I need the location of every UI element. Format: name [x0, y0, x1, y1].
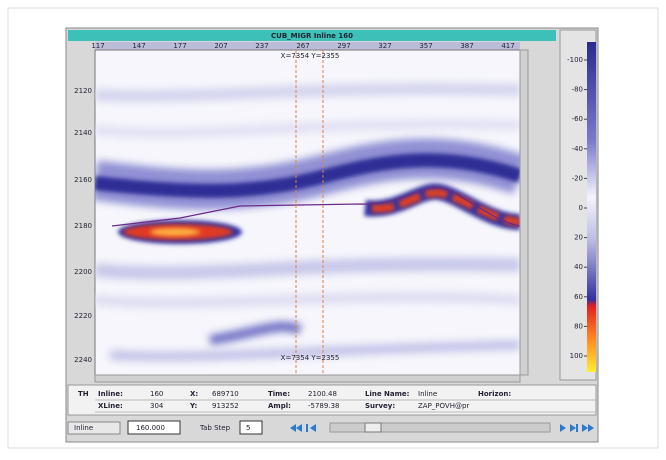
tab-step-field[interactable] [240, 421, 262, 434]
colorbar-label: 100 [570, 352, 583, 360]
top-axis-label: 147 [132, 42, 145, 50]
position-value: 160.000 [136, 424, 165, 432]
info-label: XLine: [98, 402, 123, 410]
colorbar-label: 40 [574, 263, 583, 271]
vertical-scrollbar[interactable] [520, 50, 528, 375]
left-axis-label: 2200 [74, 268, 92, 276]
info-value: Inline [418, 390, 437, 398]
colorbar-label: 60 [574, 293, 583, 301]
info-value: 913252 [212, 402, 239, 410]
page: CUB_MIGR Inline 160 X=7354 Y=2355 X=7354… [0, 0, 666, 460]
top-axis-label: 417 [501, 42, 514, 50]
left-axis-label: 2120 [74, 87, 92, 95]
info-label: Horizon: [478, 390, 511, 398]
colorbar-label: -40 [572, 145, 583, 153]
info-value: -5789.38 [308, 402, 339, 410]
left-axis-label: 2180 [74, 222, 92, 230]
horizontal-scrollbar[interactable] [95, 375, 520, 382]
top-axis-label: 327 [378, 42, 391, 50]
top-axis-label: 207 [214, 42, 227, 50]
info-label: Y: [189, 402, 197, 410]
info-header: TH [78, 390, 89, 398]
top-axis-label: 357 [419, 42, 432, 50]
info-value: 2100.48 [308, 390, 337, 398]
window-title: CUB_MIGR Inline 160 [271, 32, 353, 40]
info-label: X: [190, 390, 198, 398]
top-axis-label: 387 [460, 42, 473, 50]
slider-thumb[interactable] [365, 423, 381, 432]
info-label: Ampl: [268, 402, 291, 410]
tab-step-value: 5 [246, 424, 250, 432]
info-value: 689710 [212, 390, 239, 398]
tab-step-label: Tab Step [199, 424, 231, 432]
left-axis-label: 2140 [74, 129, 92, 137]
info-value: 160 [150, 390, 163, 398]
screenshot: CUB_MIGR Inline 160 X=7354 Y=2355 X=7354… [0, 0, 666, 456]
info-value: ZAP_POVH@pr [418, 402, 469, 410]
slider[interactable] [330, 423, 550, 432]
top-axis-label: 297 [337, 42, 350, 50]
colorbar-label: 20 [574, 234, 583, 242]
info-value: 304 [150, 402, 164, 410]
top-axis-label: 177 [173, 42, 186, 50]
info-label: Time: [268, 390, 290, 398]
left-axis-label: 2240 [74, 356, 92, 364]
colorbar-label: -80 [572, 86, 583, 94]
info-label: Inline: [98, 390, 123, 398]
top-axis-label: 117 [91, 42, 104, 50]
colorbar-label: -20 [572, 174, 583, 182]
top-axis-label: 237 [255, 42, 268, 50]
top-axis-label: 267 [296, 42, 309, 50]
left-axis-label: 2220 [74, 312, 92, 320]
cursor-label: X=7354 Y=2355 [281, 52, 340, 60]
colorbar-label: 0 [579, 204, 583, 212]
info-label: Line Name: [365, 390, 410, 398]
mode-value: Inline [74, 424, 93, 432]
cursor-label: X=7354 Y=2355 [281, 354, 340, 362]
colorbar-label: -100 [567, 56, 583, 64]
colorbar [587, 42, 596, 372]
colorbar-label: 80 [574, 322, 583, 330]
left-axis-label: 2160 [74, 176, 92, 184]
info-label: Survey: [365, 402, 395, 410]
colorbar-label: -60 [572, 115, 583, 123]
